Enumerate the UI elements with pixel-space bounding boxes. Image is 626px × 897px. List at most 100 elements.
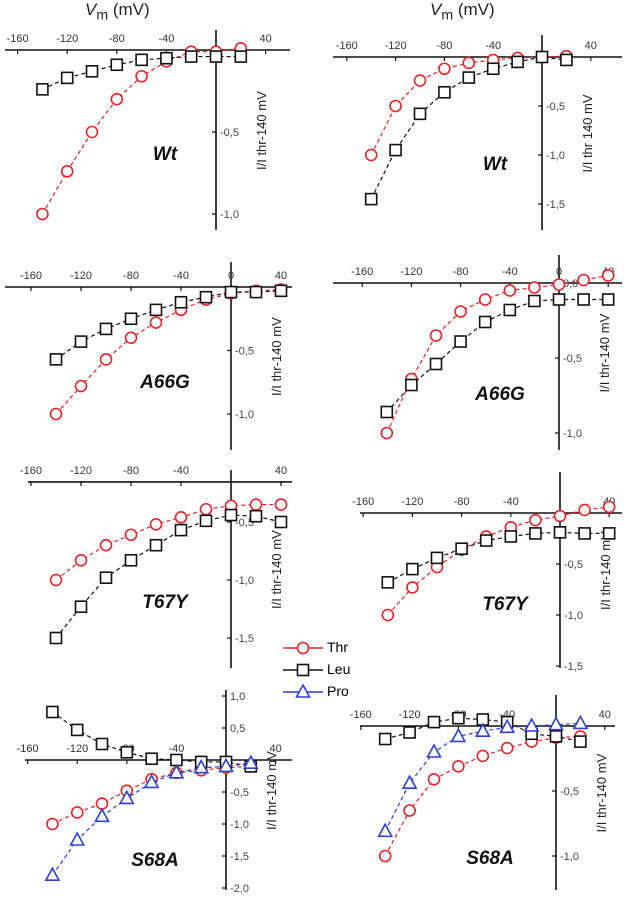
panel-title: A66G	[139, 372, 190, 393]
x-tick-label: 40	[275, 465, 287, 477]
vm-subscript: m	[96, 7, 109, 24]
y-tick-label: -0,5	[546, 101, 565, 113]
data-point-leu	[124, 312, 138, 326]
data-point-leu	[274, 515, 288, 529]
x-tick-label: -160	[336, 40, 358, 52]
data-point-leu	[574, 735, 587, 748]
data-point-thr	[389, 99, 402, 113]
x-axis-title-left: Vm (mV)	[85, 0, 150, 23]
data-point-thr	[46, 817, 59, 831]
x-tick-label: 0	[556, 266, 562, 278]
y-tick-label: -0,5	[560, 786, 579, 798]
data-point-thr	[364, 148, 378, 162]
data-point-thr	[478, 293, 492, 306]
data-point-leu	[124, 553, 138, 567]
series-line-thr	[55, 504, 281, 581]
legend-label: Leu	[327, 661, 351, 677]
data-point-leu	[85, 65, 99, 78]
series-line-thr	[55, 288, 282, 415]
series-line-thr	[384, 735, 581, 857]
data-point-leu	[60, 71, 74, 85]
panel-title: S68A	[466, 848, 514, 869]
data-point-leu	[389, 143, 402, 157]
x-tick-label: -120	[56, 33, 78, 45]
series-line-leu	[52, 711, 251, 767]
series-line-thr	[387, 506, 610, 616]
data-point-leu	[601, 293, 615, 306]
data-point-leu	[99, 571, 113, 584]
data-point-leu	[249, 509, 263, 523]
data-point-pro	[168, 764, 185, 779]
data-point-leu	[549, 730, 563, 743]
data-point-leu	[403, 726, 416, 739]
x-tick-label: -40	[502, 266, 518, 278]
y-tick-label: -1,0	[563, 428, 582, 440]
vm-symbol: V	[85, 0, 97, 19]
legend-label: Thr	[327, 639, 348, 655]
x-tick-label: -160	[351, 266, 373, 278]
data-point-leu	[199, 514, 213, 528]
data-point-thr	[274, 498, 288, 511]
data-point-leu	[429, 357, 443, 371]
y-tick-label: -0,5	[235, 346, 254, 358]
series-line-leu	[55, 514, 282, 639]
data-point-leu	[406, 562, 419, 576]
data-point-thr	[199, 502, 213, 516]
x-tick-label: 40	[269, 743, 281, 755]
data-point-leu	[74, 335, 88, 348]
data-point-thr	[85, 125, 99, 139]
data-point-thr	[462, 56, 476, 70]
data-point-thr	[60, 165, 74, 178]
y-tick-label: -0,5	[230, 787, 249, 799]
data-point-leu	[529, 527, 542, 540]
data-point-pro	[401, 774, 418, 790]
series-line-leu	[370, 56, 567, 200]
data-point-leu	[528, 294, 541, 308]
data-point-thr	[70, 806, 84, 819]
panel-title: Wt	[153, 144, 178, 165]
y-tick-label: -1,0	[560, 851, 579, 863]
y-tick-label: 1,0	[230, 691, 245, 703]
x-tick-label: -40	[168, 743, 184, 755]
data-point-pro	[499, 718, 516, 734]
data-point-leu	[135, 53, 148, 67]
data-point-leu	[224, 508, 238, 522]
x-tick-label: 40	[259, 33, 271, 45]
data-point-thr	[553, 509, 567, 523]
data-point-thr	[429, 329, 443, 342]
series-line-leu	[55, 290, 282, 360]
series-line-thr	[386, 274, 609, 434]
panel-title: T67Y	[142, 592, 190, 613]
x-tick-label: -120	[70, 270, 92, 282]
data-point-leu	[578, 527, 591, 540]
panel-title: Wt	[483, 154, 508, 175]
data-point-pro	[523, 717, 540, 732]
data-point-leu	[170, 753, 183, 767]
data-point-leu	[209, 50, 223, 63]
data-point-leu	[602, 527, 616, 540]
data-point-pro	[242, 754, 259, 770]
data-point-leu	[110, 58, 124, 72]
data-point-thr	[528, 281, 541, 294]
data-point-leu	[381, 576, 395, 589]
y-tick-label: -2,0	[230, 883, 249, 895]
data-point-leu	[427, 715, 441, 729]
y-tick-label: -0,5	[563, 353, 582, 365]
y-axis-label: I/I thr-140 mV	[254, 91, 269, 170]
data-point-leu	[49, 353, 63, 366]
data-point-thr	[503, 284, 517, 297]
data-point-leu	[511, 55, 524, 69]
data-point-leu	[149, 538, 163, 552]
data-point-leu	[405, 378, 418, 392]
y-tick-label: -1,0	[220, 209, 239, 221]
legend-label: Pro	[327, 683, 349, 699]
x-tick-label: -40	[173, 270, 189, 282]
data-point-thr	[36, 207, 49, 221]
panel-t67y-left: -160 -120 -80 -40 40 -0,5 -1,0 -1,5 I/I thr-140 …	[20, 465, 292, 668]
data-point-thr	[74, 379, 88, 393]
panel-a66g-right: -160-120-80-400400,0-0,5-1,0I/I thr-140 …	[333, 255, 622, 450]
legend-marker	[295, 683, 311, 698]
data-point-leu	[438, 85, 451, 99]
